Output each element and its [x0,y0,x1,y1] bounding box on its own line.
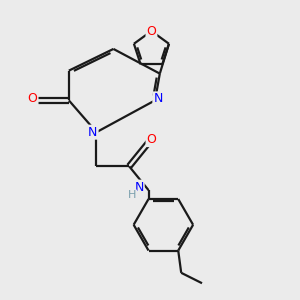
Text: H: H [128,190,136,200]
Text: N: N [134,181,144,194]
Text: N: N [153,92,163,105]
Text: N: N [88,126,98,139]
Text: O: O [146,133,156,146]
Text: O: O [146,25,156,38]
Text: O: O [28,92,38,105]
